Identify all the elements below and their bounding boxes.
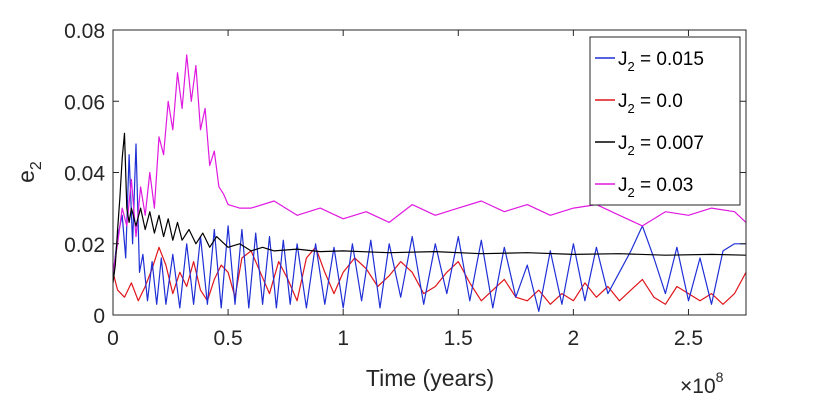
x-tick-label: 1 [337, 327, 349, 350]
y-axis: 0 0.02 0.04 0.06 0.08 [64, 20, 746, 328]
x-axis-label: Time (years) [366, 365, 494, 391]
series-line-3 [112, 54, 747, 273]
legend-entry-label: J2 = 0.0 [618, 91, 683, 116]
y-tick-label: 0.08 [64, 20, 105, 43]
y-axis-label: e2 [13, 161, 45, 183]
x-tick-label: 2 [568, 327, 580, 350]
series-line-2 [112, 132, 747, 283]
x-tick-label: 0.5 [213, 327, 242, 350]
y-tick-label: 0.04 [64, 163, 105, 186]
series-line-0 [112, 143, 746, 312]
series-line-1 [112, 246, 747, 305]
legend-entry-label: J2 = 0.007 [618, 133, 704, 158]
y-tick-label: 0.02 [64, 234, 105, 257]
legend-box [589, 36, 741, 206]
y-tick-label: 0 [93, 305, 105, 328]
x-tick-label: 2.5 [674, 327, 703, 350]
legend-entry-label: J2 = 0.015 [618, 49, 704, 74]
legend-entry-label: J2 = 0.03 [618, 175, 693, 200]
x-axis-exponent: ×108 [680, 369, 724, 398]
x-tick-label: 0 [107, 327, 119, 350]
series-layer [112, 54, 747, 312]
x-tick-label: 1.5 [444, 327, 473, 350]
legend: J2 = 0.015 J2 = 0.0 J2 = 0.007 J2 = 0.03 [589, 36, 741, 206]
svg-text:e2: e2 [13, 161, 45, 183]
x-axis: 0 0.5 1 1.5 2 2.5 [107, 30, 703, 350]
y-tick-label: 0.06 [64, 91, 105, 114]
